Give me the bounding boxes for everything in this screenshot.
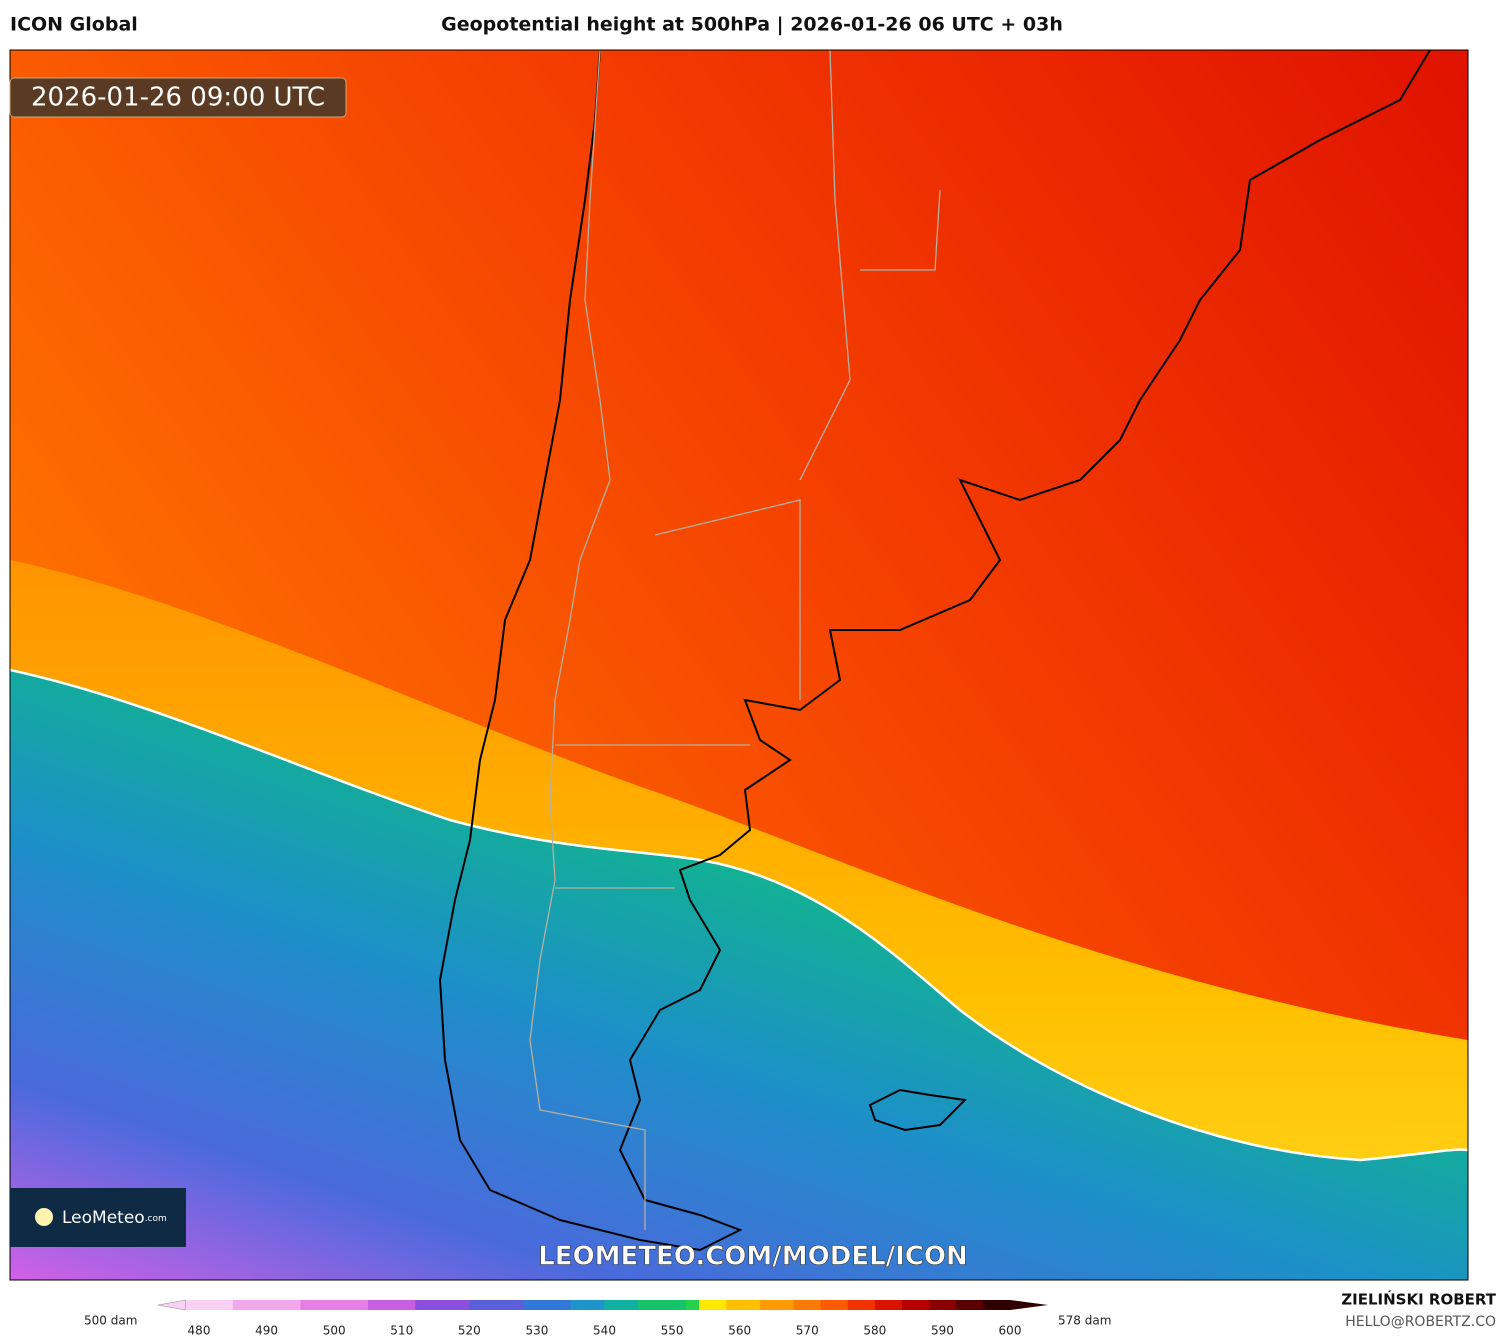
colorbar-tick-label: 560	[728, 1324, 751, 1338]
colorbar-tick-label: 480	[188, 1324, 211, 1338]
colorbar-segment	[699, 1300, 727, 1310]
logo-name: LeoMeteo	[62, 1208, 145, 1228]
colorbar-tick-label: 500	[323, 1324, 346, 1338]
colorbar-segment	[874, 1300, 903, 1310]
colorbar-segment	[820, 1300, 849, 1310]
colorbar-tick-label: 590	[931, 1324, 954, 1338]
colorbar-segment	[955, 1300, 984, 1310]
colorbar-segment	[793, 1300, 822, 1310]
logo: LeoMeteo.com	[62, 1208, 167, 1228]
colorbar-tick-label: 570	[796, 1324, 819, 1338]
colorbar-segment	[982, 1300, 1011, 1310]
map-title: Geopotential height at 500hPa | 2026-01-…	[441, 14, 1063, 36]
colorbar-segment	[901, 1300, 930, 1310]
coastline	[438, 50, 1431, 1252]
colorbar-tick-label: 530	[525, 1324, 548, 1338]
author: ZIELIŃSKI ROBERT	[1341, 1290, 1496, 1309]
model-name: ICON Global	[10, 14, 138, 36]
colorbar-segment	[367, 1300, 416, 1310]
colorbar-tick-label: 520	[458, 1324, 481, 1338]
colorbar-tick-label: 600	[999, 1324, 1022, 1338]
colorbar-segment	[928, 1300, 957, 1310]
contact: HELLO@ROBERTZ.CO	[1345, 1314, 1496, 1330]
colorbar-segment	[185, 1300, 234, 1310]
colorbar-tick-label: 580	[863, 1324, 886, 1338]
colorbar-tick-label: 490	[255, 1324, 278, 1338]
colorbar-segment	[685, 1300, 700, 1310]
map	[10, 50, 1468, 1280]
watermark: LEOMETEO.COM/MODEL/ICON	[538, 1242, 968, 1272]
colorbar-min-label: 500 dam	[84, 1314, 137, 1328]
map-frame	[9, 49, 1469, 1281]
colorbar-segment	[759, 1300, 795, 1310]
colorbar-max-label: 578 dam	[1058, 1314, 1111, 1328]
colorbar-tick-label: 510	[390, 1324, 413, 1338]
contour-line	[10, 668, 1468, 1162]
valid-time: 2026-01-26 09:00 UTC	[31, 83, 325, 113]
colorbar-arrow-low	[157, 1299, 186, 1311]
colorbar-segment	[638, 1300, 687, 1310]
colorbar-segment	[232, 1300, 301, 1310]
colorbar-segment	[726, 1300, 761, 1310]
colorbar-segment	[523, 1300, 572, 1310]
logo-sun	[35, 1208, 53, 1226]
colorbar-arrow-high	[1010, 1300, 1048, 1310]
colorbar-tick-label: 540	[593, 1324, 616, 1338]
time-box	[9, 77, 347, 118]
colorbar-segment	[469, 1300, 524, 1310]
colorbar-segment	[300, 1300, 369, 1310]
colorbar: 480 490 500 510 520 530 540 550 560 570 580 590 600	[157, 1299, 1048, 1338]
borders	[529, 50, 941, 1230]
colorbar-segment	[847, 1300, 876, 1310]
colorbar-segment	[570, 1300, 605, 1310]
colorbar-tick-label: 550	[661, 1324, 684, 1338]
falkland-islands	[868, 1088, 968, 1132]
colorbar-segment	[415, 1300, 470, 1310]
field-cold	[10, 670, 1468, 1280]
colorbar-segment	[604, 1300, 639, 1310]
logo-suffix: .com	[145, 1214, 167, 1224]
